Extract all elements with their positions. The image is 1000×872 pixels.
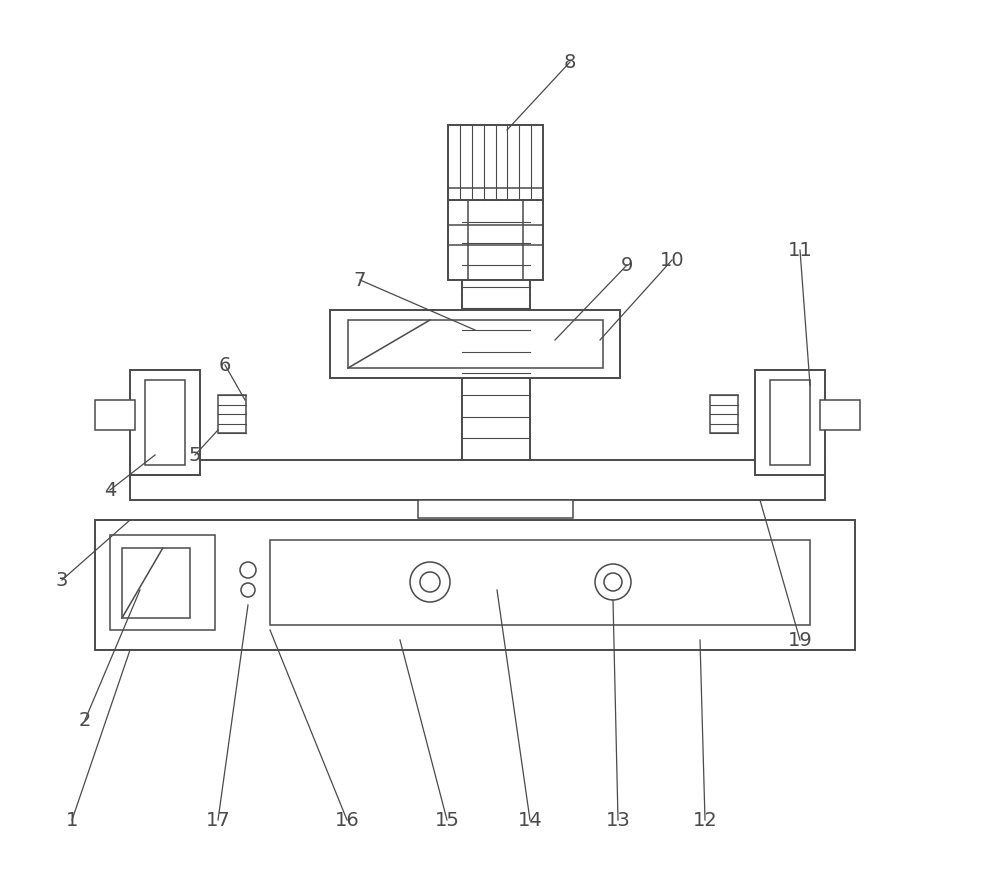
Bar	[95, 520, 855, 650]
Text: 8: 8	[564, 52, 576, 72]
Bar	[710, 395, 738, 433]
Text: 4: 4	[104, 480, 116, 500]
Text: 10: 10	[660, 250, 684, 269]
Text: 3: 3	[56, 570, 68, 589]
Bar	[448, 125, 543, 200]
Text: 12: 12	[693, 810, 717, 829]
Bar	[462, 200, 530, 460]
Text: 11: 11	[788, 241, 812, 260]
Bar	[122, 548, 190, 618]
Text: 19: 19	[788, 630, 812, 650]
Bar	[755, 370, 825, 475]
Bar	[110, 535, 215, 630]
Bar	[95, 400, 135, 430]
Text: 15: 15	[435, 810, 459, 829]
Bar	[330, 310, 620, 378]
Bar	[270, 540, 810, 625]
Bar	[130, 370, 200, 475]
Text: 17: 17	[206, 810, 230, 829]
Text: 7: 7	[354, 270, 366, 290]
Text: 14: 14	[518, 810, 542, 829]
Bar	[770, 380, 810, 465]
Bar	[348, 320, 603, 368]
Text: 2: 2	[79, 711, 91, 730]
Bar	[130, 460, 825, 500]
Text: 13: 13	[606, 810, 630, 829]
Text: 16: 16	[335, 810, 359, 829]
Text: 6: 6	[219, 356, 231, 374]
Text: 1: 1	[66, 810, 78, 829]
Bar	[820, 400, 860, 430]
Text: 5: 5	[189, 446, 201, 465]
Text: 9: 9	[621, 255, 633, 275]
Bar	[448, 200, 543, 280]
Bar	[218, 395, 246, 433]
Bar	[145, 380, 185, 465]
Bar	[418, 500, 573, 518]
